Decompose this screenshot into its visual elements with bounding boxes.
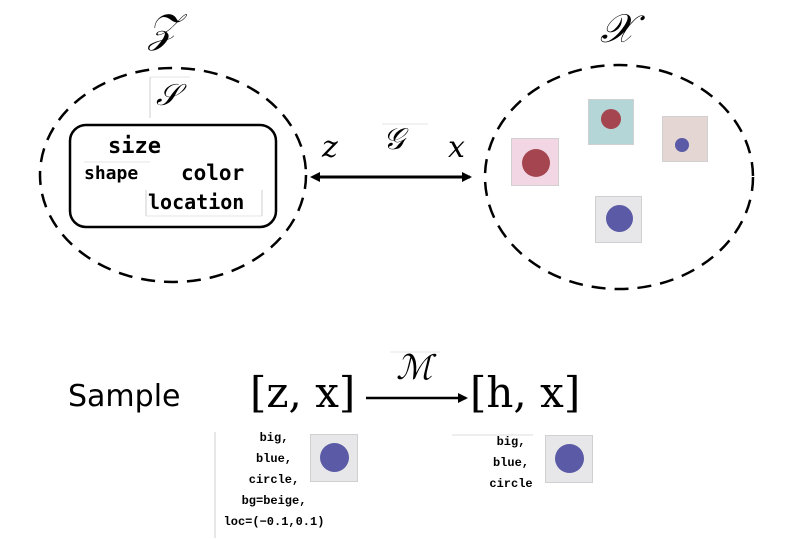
h-desc-line: blue, <box>492 456 529 470</box>
z-desc-line: big, <box>259 431 289 445</box>
h-desc-line: big, <box>496 435 526 449</box>
z-desc-line: bg=beige, <box>241 494 307 508</box>
h-sample-image <box>545 435 593 483</box>
attribute-location: location <box>148 190 245 214</box>
z-desc-line: blue, <box>255 452 292 466</box>
data-space-title: 𝒳 <box>600 6 635 52</box>
sample-left-tuple: [z, x] <box>250 368 356 417</box>
sample-image-red-pink <box>511 138 559 186</box>
structure-label: 𝒮 <box>156 78 180 113</box>
latent-space-title: 𝒵 <box>148 6 179 52</box>
generator-right-var: x <box>448 130 465 165</box>
attribute-shape: shape <box>84 163 139 184</box>
data-space-ellipse <box>483 63 755 291</box>
z-description: big, blue, circle, bg=beige, loc=(−0.1,0… <box>212 428 336 533</box>
h-desc-line: circle <box>489 477 533 491</box>
latent-space-ellipse <box>38 66 308 284</box>
structure-box <box>68 123 278 229</box>
sample-image-blue-gray <box>595 196 642 243</box>
z-desc-line: circle, <box>248 473 300 487</box>
sample-image-red-teal <box>588 99 634 145</box>
generator-label: 𝒢 <box>383 122 405 157</box>
mapping-label: ℳ <box>396 348 433 388</box>
attribute-size: size <box>108 134 161 159</box>
attribute-color: color <box>181 161 245 185</box>
z-desc-line: loc=(−0.1,0.1) <box>223 515 325 529</box>
sample-right-tuple: [h, x] <box>470 368 581 417</box>
sample-image-blue-beige <box>662 116 708 162</box>
generator-left-var: z <box>322 130 338 165</box>
z-sample-image <box>310 434 358 482</box>
sample-label: Sample <box>68 379 181 414</box>
h-description: big, blue, circle <box>478 432 544 495</box>
